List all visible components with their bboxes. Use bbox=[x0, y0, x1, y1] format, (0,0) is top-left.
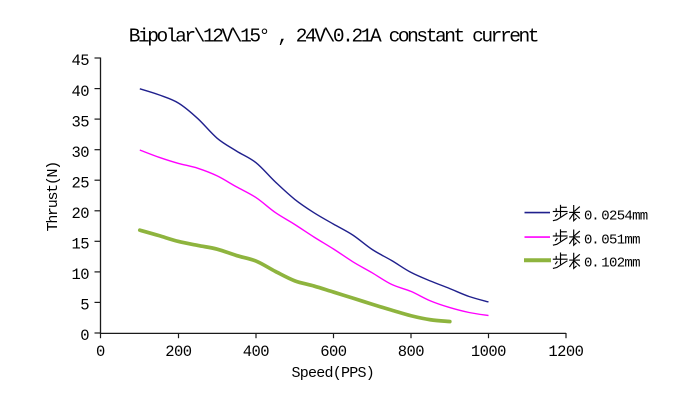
svg-text:35: 35 bbox=[71, 113, 89, 131]
svg-text:0.: 0. bbox=[584, 232, 599, 248]
svg-text:0254mm: 0254mm bbox=[601, 208, 648, 224]
svg-text:400: 400 bbox=[243, 343, 270, 361]
svg-text:15: 15 bbox=[71, 236, 89, 254]
svg-text:051mm: 051mm bbox=[601, 232, 640, 248]
svg-text:0.: 0. bbox=[584, 208, 599, 224]
svg-text:0: 0 bbox=[80, 327, 89, 345]
svg-text:Bipolar\12V\15° , 24V\0.21A co: Bipolar\12V\15° , 24V\0.21A constant cur… bbox=[129, 26, 538, 48]
svg-text:40: 40 bbox=[71, 83, 89, 101]
svg-text:Speed(PPS): Speed(PPS) bbox=[292, 365, 375, 382]
svg-text:1000: 1000 bbox=[471, 343, 506, 361]
svg-text:1200: 1200 bbox=[548, 343, 583, 361]
svg-text:30: 30 bbox=[71, 144, 89, 162]
svg-text:10: 10 bbox=[71, 266, 89, 284]
svg-text:0: 0 bbox=[96, 343, 105, 361]
svg-text:20: 20 bbox=[71, 205, 89, 223]
svg-text:Thrust(N): Thrust(N) bbox=[45, 162, 62, 231]
svg-text:45: 45 bbox=[71, 52, 89, 70]
svg-text:600: 600 bbox=[320, 343, 347, 361]
svg-text:0.: 0. bbox=[584, 256, 599, 272]
svg-text:200: 200 bbox=[165, 343, 192, 361]
svg-text:25: 25 bbox=[71, 174, 89, 192]
svg-text:800: 800 bbox=[398, 343, 425, 361]
svg-text:5: 5 bbox=[80, 297, 89, 315]
svg-text:102mm: 102mm bbox=[601, 256, 640, 272]
